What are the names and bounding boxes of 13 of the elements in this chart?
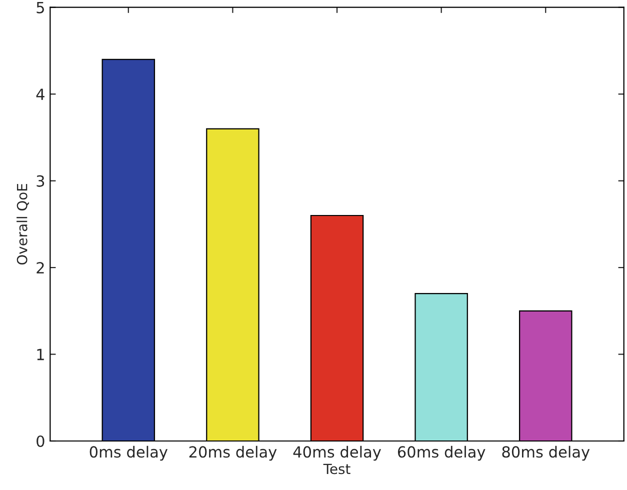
y-tick-label: 2 bbox=[36, 262, 44, 274]
y-tick-label: 1 bbox=[37, 348, 44, 360]
x-tick-label: 60ms delay bbox=[398, 446, 486, 461]
x-tick-label: 80ms delay bbox=[502, 446, 590, 461]
x-tick-label: 20ms delay bbox=[189, 446, 277, 461]
y-tick-label: 5 bbox=[36, 2, 44, 14]
y-tick-label: 0 bbox=[36, 435, 44, 448]
x-axis-title: Test bbox=[323, 464, 350, 474]
y-tick-label: 3 bbox=[36, 175, 44, 187]
x-tick-label: 40ms delay bbox=[293, 446, 381, 461]
x-tick-label: 0ms delay bbox=[90, 446, 168, 461]
y-axis-title: Overall QoE bbox=[16, 184, 29, 265]
y-tick-label: 4 bbox=[36, 88, 44, 100]
